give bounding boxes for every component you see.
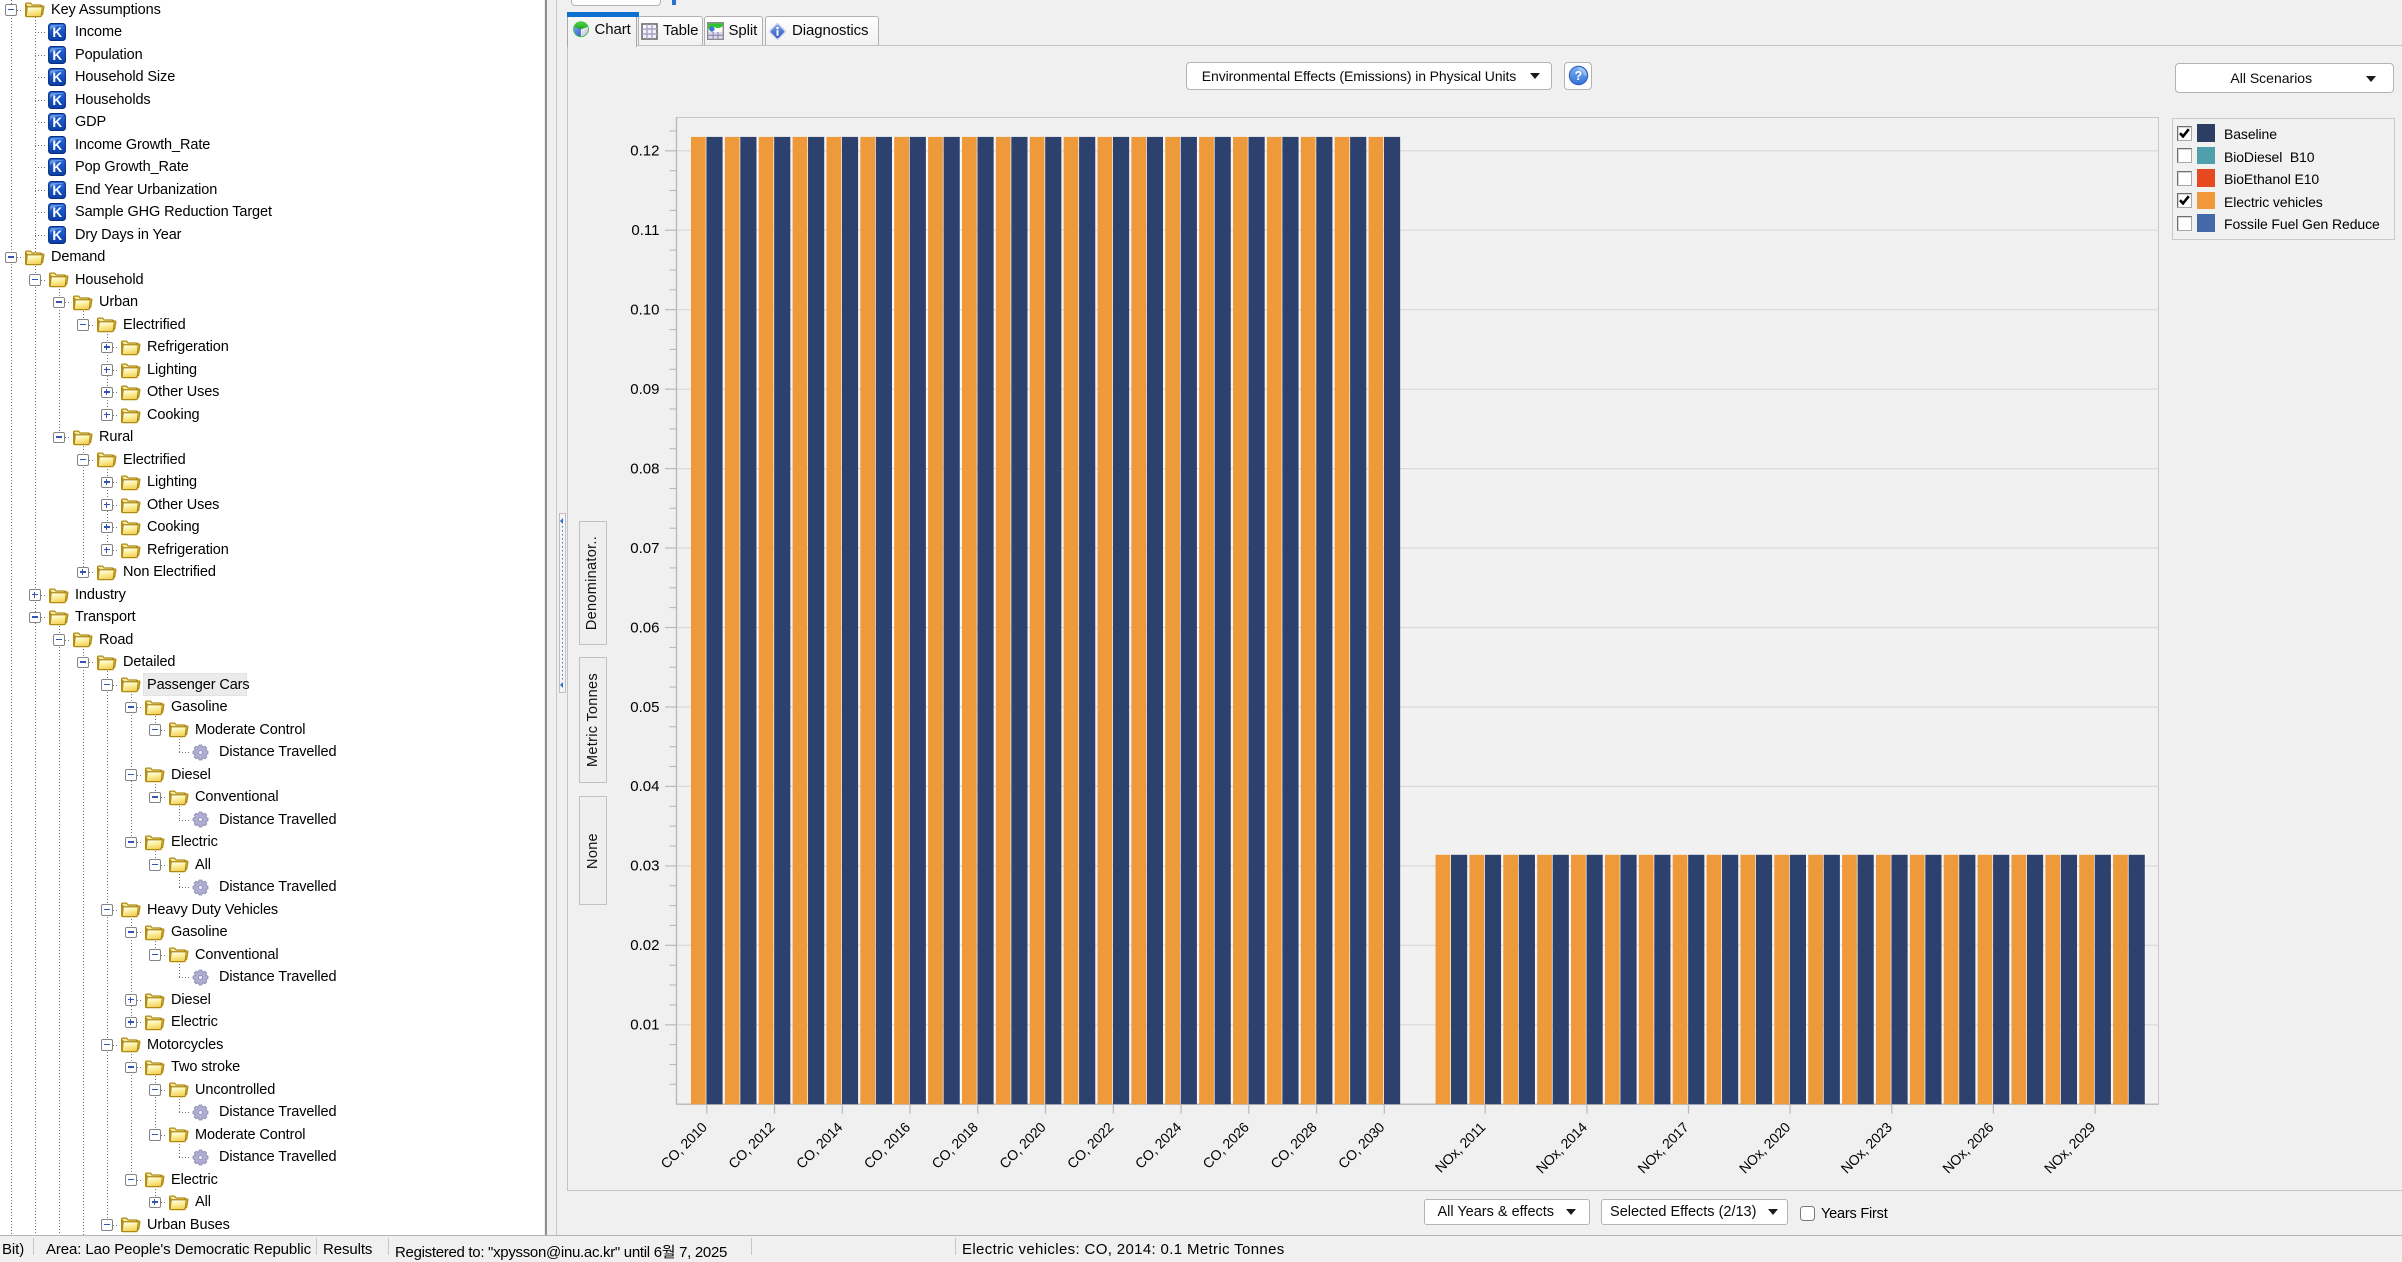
svg-text:0.08: 0.08	[630, 460, 659, 477]
svg-text:0.12: 0.12	[630, 143, 659, 160]
svg-text:NOx, 2023: NOx, 2023	[1838, 1119, 1896, 1177]
svg-text:CO, 2022: CO, 2022	[1064, 1119, 1117, 1172]
svg-text:K: K	[52, 228, 62, 243]
svg-text:NOx, 2020: NOx, 2020	[1736, 1119, 1794, 1177]
svg-text:K: K	[52, 93, 62, 108]
svg-text:0.09: 0.09	[630, 381, 659, 398]
svg-text:NOx, 2011: NOx, 2011	[1432, 1119, 1489, 1176]
svg-text:0.03: 0.03	[630, 858, 659, 875]
svg-text:CO, 2028: CO, 2028	[1267, 1119, 1320, 1172]
svg-text:0.06: 0.06	[630, 619, 659, 636]
svg-text:0.05: 0.05	[630, 699, 659, 716]
svg-text:0.02: 0.02	[630, 937, 659, 954]
svg-text:K: K	[52, 160, 62, 175]
svg-text:CO, 2018: CO, 2018	[928, 1119, 981, 1172]
svg-text:0.10: 0.10	[630, 302, 659, 319]
svg-text:K: K	[52, 70, 62, 85]
svg-text:K: K	[52, 183, 62, 198]
svg-text:NOx, 2014: NOx, 2014	[1533, 1119, 1591, 1177]
svg-text:CO, 2026: CO, 2026	[1199, 1119, 1252, 1172]
svg-text:CO, 2014: CO, 2014	[793, 1119, 846, 1172]
svg-text:K: K	[52, 138, 62, 153]
svg-text:0.11: 0.11	[631, 222, 659, 239]
svg-text:0.04: 0.04	[630, 778, 659, 795]
svg-text:CO, 2024: CO, 2024	[1132, 1119, 1185, 1172]
svg-text:?: ?	[1574, 69, 1582, 83]
svg-text:CO, 2016: CO, 2016	[861, 1119, 914, 1172]
svg-text:0.07: 0.07	[630, 540, 659, 557]
svg-text:K: K	[52, 48, 62, 63]
svg-text:K: K	[52, 25, 62, 40]
svg-text:CO, 2012: CO, 2012	[725, 1119, 778, 1172]
svg-text:K: K	[52, 115, 62, 130]
svg-text:K: K	[52, 205, 62, 220]
svg-text:CO, 2010: CO, 2010	[657, 1119, 710, 1172]
svg-text:NOx, 2026: NOx, 2026	[1939, 1119, 1997, 1177]
svg-text:NOx, 2017: NOx, 2017	[1634, 1119, 1692, 1177]
svg-text:NOx, 2029: NOx, 2029	[2041, 1119, 2099, 1177]
svg-text:CO, 2020: CO, 2020	[996, 1119, 1049, 1172]
svg-text:CO, 2030: CO, 2030	[1335, 1119, 1388, 1172]
svg-text:0.01: 0.01	[630, 1017, 659, 1034]
